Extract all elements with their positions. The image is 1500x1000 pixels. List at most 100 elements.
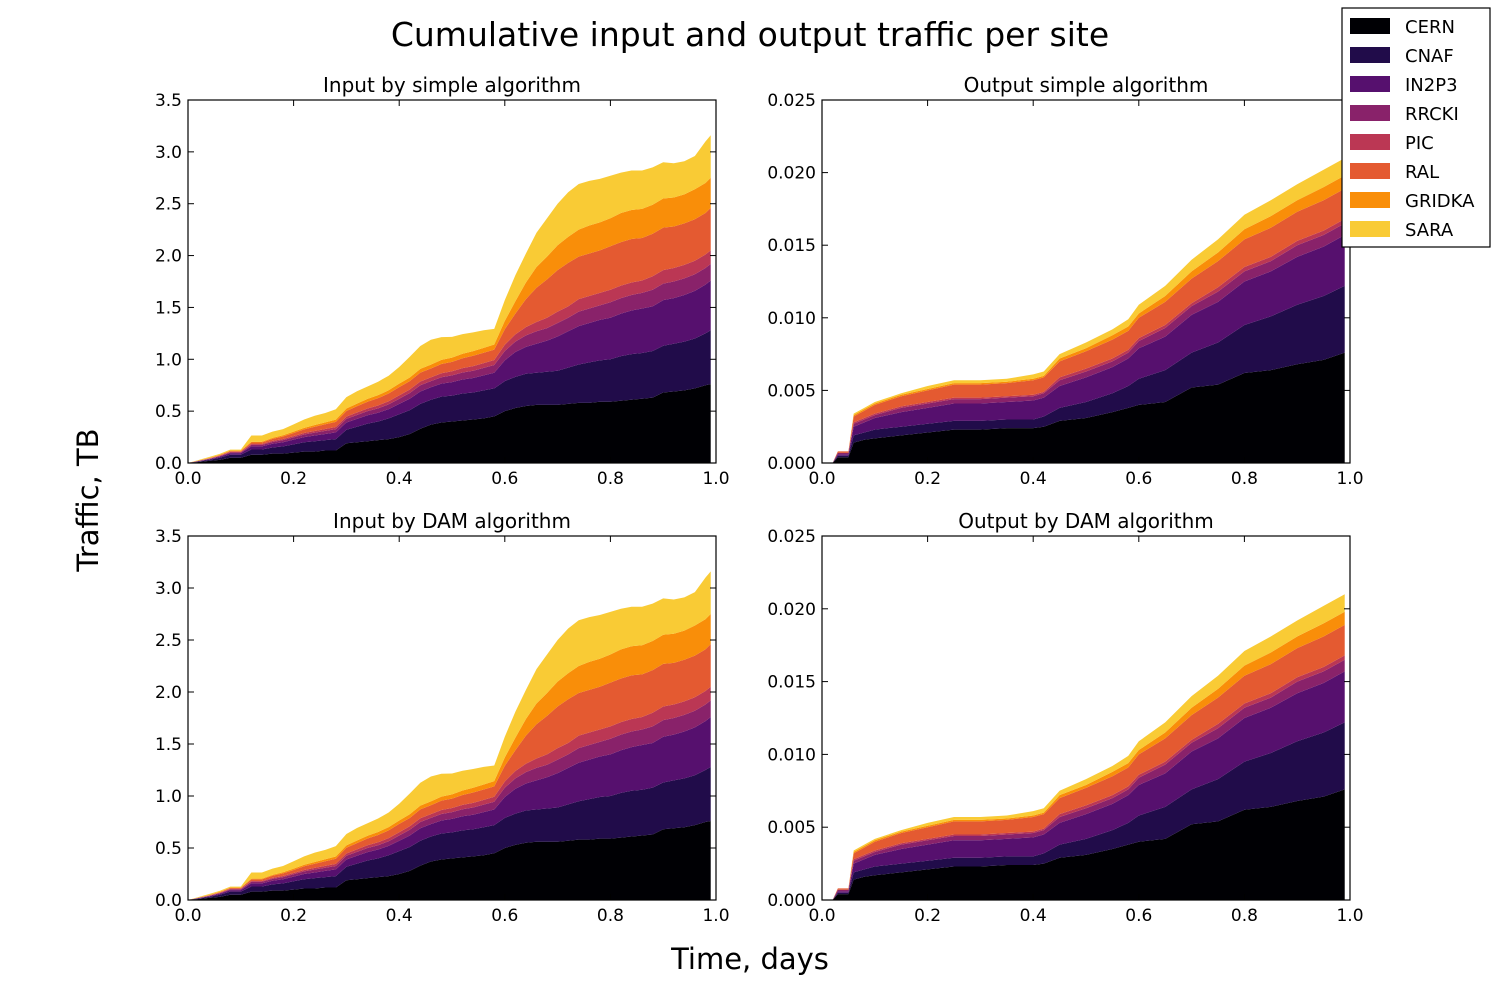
y-tick-label: 0.020 — [767, 600, 816, 620]
area-rrcki — [188, 263, 711, 463]
legend-swatch-rrcki — [1350, 105, 1390, 121]
x-tick-label: 0.8 — [1231, 469, 1258, 489]
panel-2: 0.0 0.2 0.4 0.6 0.8 1.0 0.000 0.005 0.010 0.015 0.… — [767, 73, 1363, 489]
legend: CERN CNAF IN2P3 RRCKI PIC RAL GRIDKA SARA — [1341, 7, 1491, 248]
figure-title: Cumulative input and output traffic per … — [391, 15, 1109, 54]
y-tick-label: 1.5 — [155, 298, 182, 318]
area-cern — [822, 789, 1345, 900]
x-tick-label: 0.4 — [1020, 469, 1047, 489]
panel-1: 0.0 0.2 0.4 0.6 0.8 1.0 0.0 0.5 1.0 1.5 2.0 2.5 3.0 3… — [155, 73, 730, 489]
x-tick-label: 1.0 — [702, 469, 729, 489]
x-tick-label: 0.6 — [491, 906, 518, 926]
y-tick-label: 2.5 — [155, 631, 182, 651]
x-tick-label: 0.6 — [1125, 469, 1152, 489]
area-pic — [188, 686, 711, 900]
x-tick-label: 0.2 — [280, 469, 307, 489]
area-sara — [188, 135, 711, 463]
legend-swatch-pic — [1350, 134, 1390, 150]
area-pic — [188, 250, 711, 463]
area-sara — [822, 594, 1345, 900]
x-tick-label: 0.6 — [1125, 906, 1152, 926]
legend-swatch-ral — [1350, 163, 1390, 179]
y-tick-label: 3.0 — [155, 579, 182, 599]
area-ral — [822, 188, 1345, 463]
x-tick-label: 0.2 — [914, 469, 941, 489]
legend-swatch-cnaf — [1350, 47, 1390, 63]
y-tick-label: 1.5 — [155, 735, 182, 755]
y-tick-label: 0.025 — [767, 527, 816, 547]
y-tick-label: 3.5 — [155, 527, 182, 547]
area-cern — [188, 820, 711, 900]
area-gridka — [822, 611, 1345, 900]
x-tick-label: 0.2 — [280, 906, 307, 926]
panel-title: Input by DAM algorithm — [333, 509, 571, 533]
x-tick-label: 0.8 — [597, 469, 624, 489]
y-tick-label: 0.005 — [767, 818, 816, 838]
y-tick-label: 0.5 — [155, 402, 182, 422]
area-cnaf — [822, 285, 1345, 463]
area-group — [822, 158, 1345, 463]
area-cern — [188, 384, 711, 463]
plot-frame — [821, 99, 1351, 464]
legend-label-gridka: GRIDKA — [1405, 191, 1475, 212]
y-tick-label: 0.015 — [767, 673, 816, 693]
x-tick-label: 0.4 — [1020, 906, 1047, 926]
plot-frame — [187, 535, 717, 901]
area-sara — [822, 158, 1345, 463]
legend-label-rrcki: RRCKI — [1405, 104, 1459, 125]
x-tick-label: 0.4 — [386, 469, 413, 489]
area-ral — [822, 624, 1345, 900]
area-in2p3 — [822, 235, 1345, 463]
y-tick-label: 3.5 — [155, 91, 182, 111]
legend-swatch-sara — [1350, 221, 1390, 237]
y-tick-label: 2.0 — [155, 683, 182, 703]
x-tick-label: 1.0 — [1336, 906, 1363, 926]
area-gridka — [188, 614, 711, 900]
area-group — [188, 571, 711, 900]
panel-title: Input by simple algorithm — [323, 73, 581, 97]
area-gridka — [822, 175, 1345, 463]
area-rrcki — [822, 223, 1345, 463]
legend-label-in2p3: IN2P3 — [1405, 75, 1458, 96]
legend-label-cnaf: CNAF — [1405, 46, 1454, 67]
legend-label-sara: SARA — [1405, 220, 1454, 241]
x-tick-label: 0.0 — [174, 469, 201, 489]
area-rrcki — [822, 659, 1345, 900]
y-tick-label: 0.000 — [767, 891, 816, 911]
x-tick-label: 0.0 — [808, 469, 835, 489]
x-tick-label: 0.8 — [597, 906, 624, 926]
area-cnaf — [822, 722, 1345, 900]
area-in2p3 — [188, 280, 711, 463]
area-in2p3 — [188, 716, 711, 900]
area-cnaf — [188, 330, 711, 463]
x-axis-title: Time, days — [670, 942, 829, 976]
legend-swatch-in2p3 — [1350, 76, 1390, 92]
y-tick-label: 0.025 — [767, 91, 816, 111]
y-tick-label: 0.000 — [767, 454, 816, 474]
y-tick-label: 0.5 — [155, 839, 182, 859]
y-tick-label: 1.0 — [155, 787, 182, 807]
panel-4: 0.0 0.2 0.4 0.6 0.8 1.0 0.000 0.005 0.010 0.015 0.… — [767, 509, 1363, 926]
y-tick-label: 0.0 — [155, 891, 182, 911]
area-cnaf — [188, 766, 711, 900]
x-tick-label: 0.6 — [491, 469, 518, 489]
area-group — [822, 594, 1345, 900]
area-group — [188, 135, 711, 464]
x-tick-label: 0.8 — [1231, 906, 1258, 926]
plot-frame — [187, 99, 717, 464]
y-tick-label: 0.010 — [767, 745, 816, 765]
panel-title: Output simple algorithm — [964, 73, 1209, 97]
legend-swatch-gridka — [1350, 192, 1390, 208]
y-tick-label: 0.010 — [767, 309, 816, 329]
panel-3: 0.0 0.2 0.4 0.6 0.8 1.0 0.0 0.5 1.0 1.5 2.0 2.5 3.0 3… — [155, 509, 730, 926]
x-tick-label: 0.0 — [174, 906, 201, 926]
panel-title: Output by DAM algorithm — [958, 509, 1214, 533]
y-tick-label: 1.0 — [155, 350, 182, 370]
y-tick-label: 3.0 — [155, 143, 182, 163]
area-rrcki — [188, 700, 711, 900]
legend-swatch-cern — [1350, 18, 1390, 34]
area-in2p3 — [822, 671, 1345, 900]
y-tick-label: 0.020 — [767, 164, 816, 184]
y-tick-label: 2.5 — [155, 195, 182, 215]
legend-label-pic: PIC — [1405, 133, 1434, 154]
